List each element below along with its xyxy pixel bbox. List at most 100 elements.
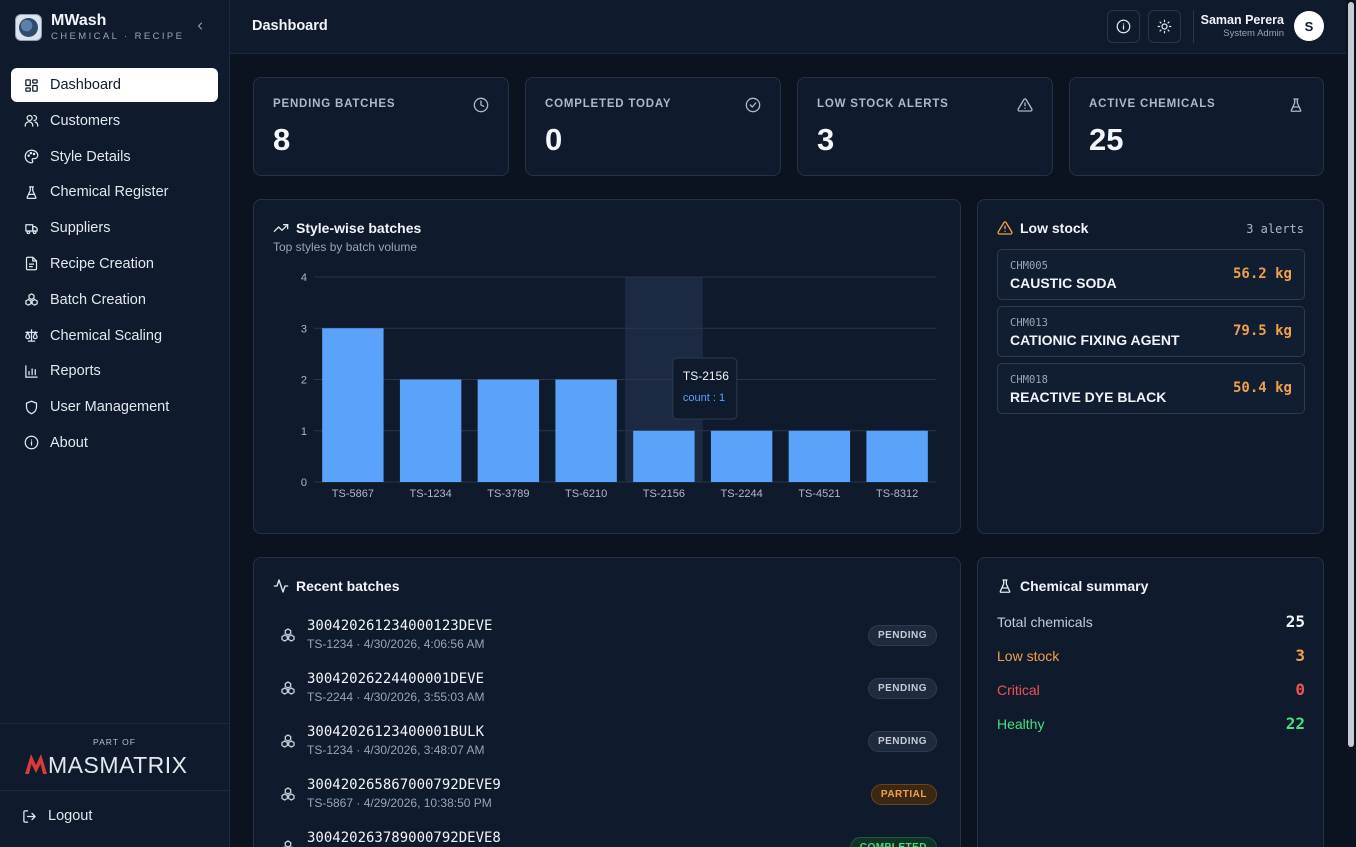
users-icon — [23, 113, 39, 129]
summary-value: 22 — [1285, 714, 1305, 733]
summary-value: 25 — [1285, 612, 1305, 631]
sidebar-item-label: Style Details — [50, 148, 131, 165]
flask-icon — [23, 184, 39, 200]
collapse-sidebar-button[interactable] — [192, 18, 208, 34]
chart-tooltip: TS-2156 count : 1 — [672, 357, 738, 420]
summary-label: Low stock — [997, 648, 1060, 664]
avatar[interactable]: S — [1294, 11, 1324, 41]
y-tick-label: 2 — [301, 375, 307, 387]
status-badge: PENDING — [867, 678, 937, 699]
tooltip-value: count : 1 — [683, 392, 725, 404]
sidebar-item-recipe-creation[interactable]: Recipe Creation — [11, 247, 218, 281]
masmatrix-logo: MASMATRIX — [24, 751, 206, 782]
sidebar-item-label: Customers — [50, 112, 121, 129]
stat-value: 8 — [273, 122, 291, 157]
chemical-summary-card: Chemical summary Total chemicals 25 Low … — [977, 557, 1324, 847]
alert-triangle-icon — [997, 221, 1013, 235]
chart-title: Style-wise batches — [296, 220, 422, 236]
stat-card-pending-batches: PENDING BATCHES 8 — [253, 77, 509, 176]
flask-icon — [1290, 98, 1302, 112]
sidebar-item-chemical-register[interactable]: Chemical Register — [11, 175, 218, 209]
logout-icon — [22, 809, 37, 824]
batch-row[interactable]: 300420261234000123DEVE TS-1234 · 4/30/20… — [273, 615, 937, 665]
sidebar-item-dashboard[interactable]: Dashboard — [11, 68, 218, 102]
divider — [1193, 10, 1194, 43]
batch-row[interactable]: 300420265867000792DEVE9 TS-5867 · 4/29/2… — [273, 774, 937, 824]
x-tick-label: TS-2244 — [721, 488, 763, 500]
sidebar-item-label: Batch Creation — [50, 291, 146, 308]
bar — [555, 379, 617, 482]
batch-id: 300420261234000123DEVE — [307, 618, 493, 634]
chemical-quantity: 79.5 kg — [1232, 323, 1292, 339]
batch-row[interactable]: 30042026224400001DEVE TS-2244 · 4/30/202… — [273, 668, 937, 718]
top-bar: Dashboard Saman Perera System Admin S — [230, 0, 1346, 54]
batch-id: 300420263789000792DEVE8 — [307, 830, 501, 846]
summary-row-critical: Critical 0 — [997, 680, 1305, 700]
alert-triangle-icon — [1017, 98, 1033, 112]
x-tick-label: TS-8312 — [876, 488, 918, 500]
sidebar-item-batch-creation[interactable]: Batch Creation — [11, 283, 218, 317]
sidebar-nav: Dashboard Customers Style Details Chemic… — [11, 68, 218, 462]
page-scrollbar[interactable] — [1346, 0, 1356, 847]
sun-icon — [1157, 19, 1172, 34]
brand[interactable]: MWash CHEMICAL · RECIPE — [15, 12, 184, 42]
theme-toggle-button[interactable] — [1148, 10, 1181, 43]
sidebar-item-style-details[interactable]: Style Details — [11, 140, 218, 174]
palette-icon — [23, 149, 39, 165]
logout-button[interactable]: Logout — [22, 808, 92, 824]
sidebar-item-about[interactable]: About — [11, 426, 218, 460]
scrollbar-thumb[interactable] — [1348, 2, 1354, 747]
y-tick-label: 0 — [301, 477, 307, 489]
stat-card-low-stock-alerts: LOW STOCK ALERTS 3 — [797, 77, 1053, 176]
tooltip-box — [672, 357, 738, 420]
x-tick-label: TS-6210 — [565, 488, 607, 500]
bar-chart[interactable]: 0 1 2 3 4 TS-5867 TS-1234 TS-3789 TS-6210 TS-2156… — [254, 200, 960, 533]
sidebar-item-label: Chemical Register — [50, 184, 169, 201]
style-wise-batches-card: Style-wise batches Top styles by batch v… — [253, 199, 961, 534]
tooltip-category: TS-2156 — [683, 369, 729, 383]
low-stock-item[interactable]: CHM018 REACTIVE DYE BLACK 50.4 kg — [997, 363, 1305, 414]
batch-meta: TS-2244 · 4/30/2026, 3:55:03 AM — [307, 690, 485, 704]
sidebar-item-reports[interactable]: Reports — [11, 354, 218, 388]
stat-label: COMPLETED TODAY — [545, 98, 672, 110]
sidebar-item-suppliers[interactable]: Suppliers — [11, 211, 218, 245]
chemical-name: CATIONIC FIXING AGENT — [1010, 332, 1180, 348]
bar-chart-icon — [23, 363, 39, 379]
stat-label: ACTIVE CHEMICALS — [1089, 98, 1216, 110]
x-tick-label: TS-4521 — [798, 488, 840, 500]
brand-name: MWash — [51, 11, 107, 29]
activity-icon — [273, 579, 289, 593]
batch-id: 300420265867000792DEVE9 — [307, 777, 501, 793]
batch-row[interactable]: 30042026123400001BULK TS-1234 · 4/30/202… — [273, 721, 937, 771]
user-name: Saman Perera — [1200, 13, 1284, 27]
scale-icon — [23, 328, 39, 344]
sidebar-item-customers[interactable]: Customers — [11, 104, 218, 138]
flask-icon — [999, 579, 1011, 593]
bar — [477, 379, 540, 482]
truck-icon — [23, 220, 39, 236]
sidebar-item-chemical-scaling[interactable]: Chemical Scaling — [11, 319, 218, 353]
partner-logo-text: MASMATRIX — [48, 752, 188, 777]
sidebar-item-user-management[interactable]: User Management — [11, 390, 218, 424]
batch-row[interactable]: 300420263789000792DEVE8 COMPLETED — [273, 827, 937, 847]
low-stock-item[interactable]: CHM005 CAUSTIC SODA 56.2 kg — [997, 249, 1305, 300]
info-icon — [23, 435, 39, 451]
alert-count: 3 alerts — [1246, 222, 1304, 236]
stat-value: 0 — [545, 122, 563, 157]
status-badge: COMPLETED — [849, 837, 937, 847]
bar — [788, 430, 851, 482]
x-tick-label: TS-2156 — [643, 488, 685, 500]
divider — [0, 790, 229, 791]
bar — [399, 379, 462, 482]
low-stock-item[interactable]: CHM013 CATIONIC FIXING AGENT 79.5 kg — [997, 306, 1305, 357]
user-role: System Admin — [1223, 28, 1284, 39]
boxes-icon — [281, 734, 295, 748]
grid-icon — [23, 77, 39, 93]
batch-meta: TS-1234 · 4/30/2026, 4:06:56 AM — [307, 637, 485, 651]
sidebar-item-label: Suppliers — [50, 220, 111, 237]
summary-value: 3 — [1295, 646, 1305, 665]
info-button[interactable] — [1107, 10, 1140, 43]
y-tick-label: 1 — [301, 426, 307, 438]
chemical-name: CAUSTIC SODA — [1010, 275, 1117, 291]
recent-batches-title: Recent batches — [296, 578, 400, 594]
